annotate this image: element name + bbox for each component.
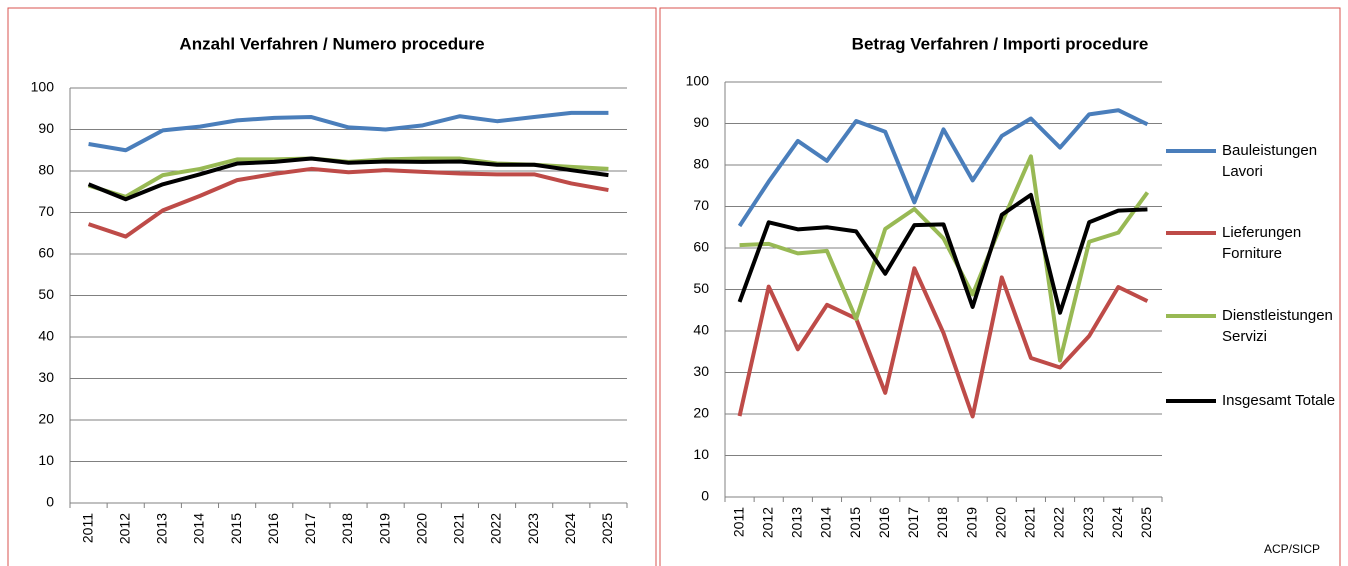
x-tick-label: 2019 (376, 513, 392, 544)
series-line (87, 166, 609, 239)
y-tick-label: 10 (38, 452, 54, 468)
x-tick-label: 2024 (562, 513, 578, 544)
y-tick-label: 0 (701, 488, 709, 504)
x-tick-label: 2013 (154, 513, 170, 544)
legend-swatch (1166, 399, 1216, 403)
x-tick-label: 2015 (847, 507, 863, 538)
series-line (737, 192, 1148, 315)
y-tick-label: 0 (46, 494, 54, 510)
x-tick-label: 2022 (1051, 507, 1067, 538)
x-tick-label: 2015 (228, 513, 244, 544)
x-tick-label: 2016 (876, 507, 892, 538)
x-tick-label: 2018 (934, 507, 950, 538)
x-tick-label: 2012 (759, 507, 775, 538)
x-tick-label: 2025 (1138, 507, 1154, 538)
y-tick-label: 60 (38, 245, 54, 261)
legend-label: Insgesamt Totale (1222, 392, 1336, 409)
y-tick-label: 100 (31, 79, 55, 95)
series-line (739, 154, 1150, 363)
x-tick-label: 2011 (79, 513, 95, 543)
x-tick-label: 2016 (265, 513, 281, 544)
x-tick-label: 2020 (992, 507, 1008, 538)
x-tick-label: 2013 (789, 507, 805, 538)
series-line (737, 108, 1149, 228)
legend-label: Lieferungen Forniture (1222, 224, 1302, 262)
x-tick-label: 2014 (191, 513, 207, 544)
x-tick-label: 2025 (599, 513, 615, 544)
x-tick-label: 2019 (963, 507, 979, 538)
panel-border (7, 7, 657, 566)
x-tick-label: 2012 (116, 513, 132, 544)
x-tick-label: 2023 (1080, 507, 1096, 538)
y-tick-label: 90 (38, 120, 54, 136)
y-tick-label: 10 (693, 446, 709, 462)
series-line (88, 110, 609, 153)
legend-label: Bauleistungen Lavori (1222, 142, 1318, 180)
y-tick-label: 40 (38, 328, 54, 344)
y-tick-label: 20 (38, 411, 54, 427)
x-tick-label: 2017 (302, 513, 318, 544)
y-tick-label: 70 (693, 197, 709, 213)
chart-title: Anzahl Verfahren / Numero procedure (179, 34, 484, 53)
x-tick-label: 2014 (818, 507, 834, 538)
y-tick-label: 40 (693, 322, 709, 338)
x-tick-label: 2017 (905, 507, 921, 538)
y-tick-label: 50 (38, 286, 54, 302)
x-tick-label: 2020 (413, 513, 429, 544)
y-tick-label: 50 (693, 280, 709, 296)
y-tick-label: 100 (686, 73, 710, 89)
y-tick-label: 70 (38, 203, 54, 219)
panel-border (659, 7, 1341, 566)
x-tick-label: 2011 (730, 507, 746, 537)
x-tick-label: 2021 (1022, 507, 1038, 538)
x-tick-label: 2021 (451, 513, 467, 544)
x-tick-label: 2023 (525, 513, 541, 544)
legend-swatch (1166, 314, 1216, 318)
x-tick-label: 2018 (339, 513, 355, 544)
legend-swatch (1166, 231, 1216, 235)
y-tick-label: 60 (693, 239, 709, 255)
y-tick-label: 20 (693, 405, 709, 421)
legend-label: Dienstleistungen Servizi (1222, 307, 1333, 345)
annotation: ACP/SICP (1264, 542, 1320, 556)
series-line (737, 266, 1149, 419)
x-tick-label: 2022 (488, 513, 504, 544)
y-tick-label: 90 (693, 114, 709, 130)
series-line (87, 156, 609, 202)
y-tick-label: 80 (38, 162, 54, 178)
x-tick-label: 2024 (1109, 507, 1125, 538)
y-tick-label: 80 (693, 156, 709, 172)
legend-swatch (1166, 149, 1216, 153)
y-tick-label: 30 (38, 369, 54, 385)
y-tick-label: 30 (693, 363, 709, 379)
chart-title: Betrag Verfahren / Importi procedure (852, 34, 1149, 53)
